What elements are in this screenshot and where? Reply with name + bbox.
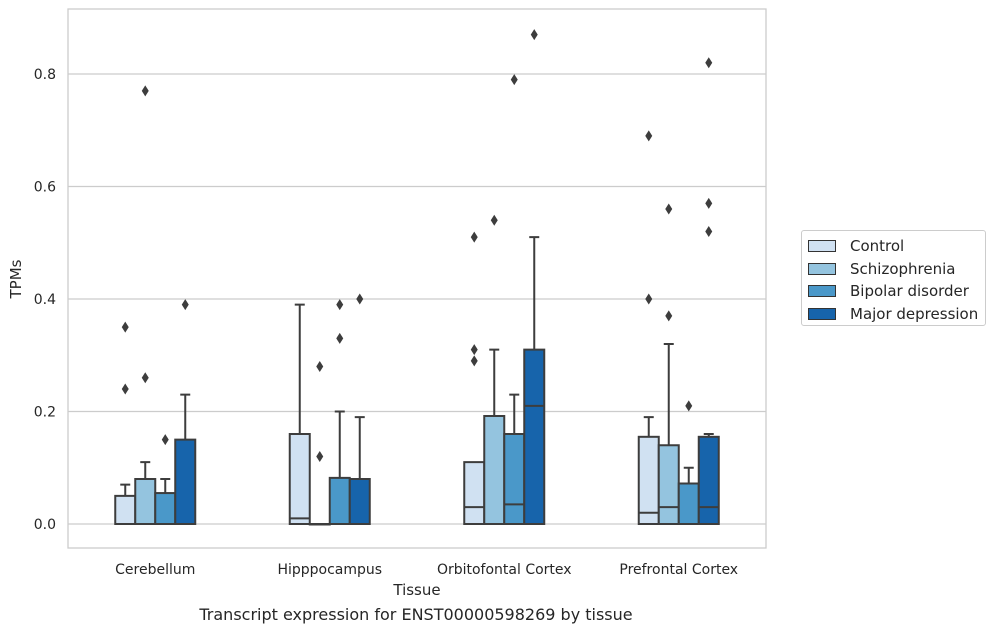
box-body [677, 482, 700, 525]
box-body [697, 435, 720, 525]
y-tick-labels: 0.0 0.2 0.4 0.6 0.8 [34, 67, 56, 533]
box-body [288, 433, 311, 525]
y-tick-label: 0.0 [34, 517, 56, 533]
legend-label: Control [850, 237, 905, 256]
legend-label: Bipolar disorder [850, 282, 969, 301]
legend-swatch [808, 307, 836, 320]
box-body [523, 348, 546, 525]
box-body [503, 433, 526, 525]
outlier-point [510, 74, 518, 86]
outlier-point [685, 400, 693, 412]
outlier-point [316, 361, 324, 372]
box-body [174, 438, 197, 525]
box-1-3 [657, 343, 680, 525]
legend-swatch [808, 240, 836, 253]
outlier-point [645, 130, 653, 142]
box-body [328, 476, 351, 525]
box-2-1 [328, 410, 351, 525]
x-tick-label: Orbitofontal Cortex [437, 562, 572, 578]
legend-swatch [808, 285, 836, 298]
legend-item: Control [808, 235, 985, 258]
box-0-2 [463, 461, 486, 525]
box-body [348, 478, 371, 525]
x-tick-labels: Cerebellum Hipppocampus Orbitofontal Corte… [115, 562, 738, 578]
box-body [154, 492, 177, 525]
outlier-point [336, 332, 344, 344]
outlier-point [705, 57, 713, 69]
legend-item: Schizophrenia [808, 258, 985, 281]
box-1-1 [308, 523, 331, 526]
box-body [657, 444, 680, 525]
outlier-point [316, 451, 324, 462]
legend-swatch [808, 262, 836, 275]
outlier-point [121, 383, 129, 395]
legend-item: Major depression [808, 303, 985, 326]
box-3-3 [697, 433, 720, 525]
outlier-point [705, 197, 713, 209]
box-body [134, 478, 157, 525]
box-2-3 [677, 466, 700, 525]
box-body [114, 494, 137, 525]
outlier-point [705, 226, 713, 237]
outlier-point [141, 372, 149, 384]
x-tick-label: Prefrontal Cortex [619, 562, 738, 578]
box-2-0 [154, 478, 177, 525]
outlier-point [141, 85, 149, 97]
box-0-1 [288, 303, 311, 525]
chart-caption: Transcript expression for ENST0000059826… [199, 605, 633, 624]
box-body [463, 461, 486, 525]
box-3-1 [348, 416, 371, 525]
outliers [121, 29, 713, 462]
outlier-point [470, 231, 478, 243]
y-tick-label: 0.6 [34, 180, 56, 196]
outlier-point [530, 29, 538, 41]
outlier-point [181, 299, 189, 311]
box-1-2 [483, 348, 506, 525]
legend-label: Major depression [850, 304, 979, 323]
y-axis-label: TPMs [7, 259, 25, 299]
box-3-2 [523, 236, 546, 525]
y-tick-label: 0.8 [34, 67, 56, 83]
outlier-point [336, 299, 344, 311]
box-3-0 [174, 393, 197, 525]
legend: Control Schizophrenia Bipolar disorder Majo… [801, 230, 986, 326]
plot-frame [67, 8, 767, 549]
box-2-2 [503, 393, 526, 525]
y-tick-label: 0.4 [34, 292, 56, 308]
box-1-0 [134, 461, 157, 525]
outlier-point [645, 293, 653, 305]
outlier-point [356, 293, 364, 305]
outlier-point [470, 344, 478, 356]
outlier-point [490, 214, 498, 226]
legend-item: Bipolar disorder [808, 280, 985, 303]
box-0-0 [114, 483, 137, 525]
boxes [114, 236, 720, 526]
x-tick-label: Cerebellum [115, 562, 195, 578]
outlier-point [665, 203, 673, 215]
y-tick-label: 0.2 [34, 405, 56, 421]
legend-label: Schizophrenia [850, 259, 956, 278]
outlier-point [470, 355, 478, 367]
outlier-point [665, 310, 673, 322]
outlier-point [121, 321, 129, 333]
x-tick-label: Hipppocampus [277, 562, 382, 578]
outlier-point [161, 434, 169, 446]
box-body [483, 415, 506, 525]
box-body [637, 435, 660, 525]
x-axis-label: Tissue [392, 581, 440, 599]
box-0-3 [637, 416, 660, 525]
